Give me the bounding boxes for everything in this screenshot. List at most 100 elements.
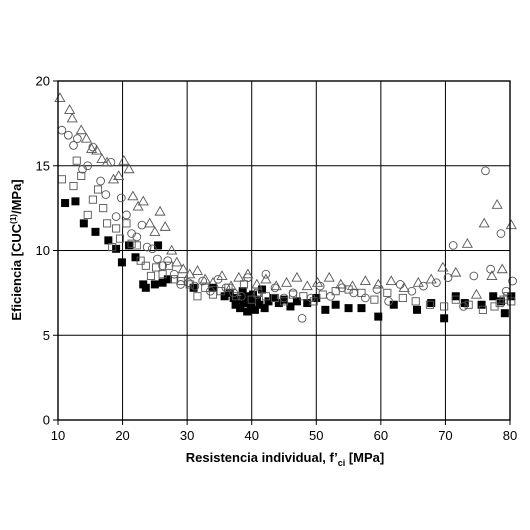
open-square-point <box>77 171 86 180</box>
filled-square-point <box>413 305 422 314</box>
y-tick-label: 20 <box>36 74 50 89</box>
open-triangle-point <box>86 143 98 153</box>
open-triangle-point <box>199 273 211 284</box>
open-square-point <box>254 288 263 297</box>
open-square-point <box>425 300 434 309</box>
open-square-point <box>370 295 379 304</box>
open-square-point <box>99 204 108 213</box>
open-square-point <box>451 295 460 304</box>
open-triangle-point <box>171 256 183 267</box>
open-square-point <box>158 270 167 279</box>
open-triangle-point <box>166 244 178 255</box>
filled-square-point <box>104 236 113 245</box>
open-circle-point <box>306 293 316 303</box>
open-square-point <box>224 283 233 292</box>
open-circle-point <box>361 293 370 303</box>
y-tick-label: 15 <box>36 158 50 173</box>
open-triangle-point <box>66 112 78 123</box>
open-square-point <box>122 219 131 228</box>
open-triangle-point <box>312 276 324 287</box>
filled-square-point <box>477 300 486 309</box>
x-tick-label: 30 <box>180 428 194 443</box>
open-square-point <box>112 224 121 233</box>
open-circle-point <box>469 271 479 281</box>
open-square-point <box>318 290 327 299</box>
open-triangle-point <box>260 273 272 284</box>
axis-ticks: 10 20 30 40 50 60 70 80 0 5 10 15 20 <box>36 74 518 444</box>
open-triangle-point <box>225 280 237 291</box>
filled-square-point <box>321 305 330 314</box>
open-triangle-point <box>486 270 498 280</box>
open-square-point <box>146 271 156 280</box>
open-triangle-point <box>323 271 335 282</box>
open-circle-point <box>229 288 238 298</box>
open-square-point <box>176 276 185 286</box>
open-triangle-point <box>346 280 359 291</box>
filled-square-point <box>427 299 436 308</box>
open-circle-point <box>96 176 105 186</box>
open-triangle-point <box>461 238 473 248</box>
open-square-point <box>440 302 449 311</box>
open-circle-point <box>279 293 289 303</box>
open-circle-point <box>297 313 307 323</box>
y-tick-label: 5 <box>43 328 50 343</box>
open-triangle-point <box>291 271 303 282</box>
x-tick-label: 60 <box>374 428 388 443</box>
open-square-point <box>152 263 161 272</box>
open-triangle-point <box>233 271 245 282</box>
open-square-point <box>103 219 112 228</box>
open-circle-point <box>116 193 126 203</box>
filled-square-point <box>496 297 505 306</box>
open-square-point <box>88 195 97 204</box>
open-square-point <box>72 156 81 165</box>
gridlines <box>58 81 510 420</box>
open-circle-point <box>508 276 517 286</box>
open-triangle-point <box>127 190 139 201</box>
open-triangle-point <box>437 261 449 272</box>
filled-square-point <box>331 300 340 309</box>
open-square-point <box>299 292 308 301</box>
open-triangle-point <box>372 278 384 289</box>
open-triangle-point <box>359 275 371 286</box>
data-points <box>54 92 517 323</box>
open-triangle-point <box>137 195 149 206</box>
open-circle-point <box>63 130 73 140</box>
open-circle-point <box>261 269 271 279</box>
open-triangle-point <box>281 276 293 287</box>
open-triangle-point <box>505 219 517 230</box>
open-square-point <box>132 241 141 250</box>
open-triangle-point <box>242 268 254 279</box>
open-square-point <box>331 287 340 296</box>
x-tick-label: 10 <box>51 428 65 443</box>
open-square-point <box>247 295 256 304</box>
open-triangle-point <box>301 280 313 291</box>
filled-square-point <box>71 197 80 206</box>
open-circle-point <box>122 210 131 220</box>
filled-square-point <box>117 258 126 267</box>
y-tick-label: 0 <box>43 413 50 428</box>
open-circle-point <box>496 229 506 238</box>
filled-square-point <box>150 280 159 289</box>
open-triangle-point <box>491 199 503 209</box>
filled-square-point <box>357 304 366 313</box>
open-circle-point <box>384 297 393 306</box>
open-square-point <box>464 300 473 309</box>
x-tick-label: 70 <box>438 428 452 443</box>
filled-square-point <box>91 227 100 236</box>
open-triangle-point <box>412 276 424 287</box>
open-square-point <box>239 280 249 289</box>
open-triangle-point <box>80 132 92 143</box>
open-triangle-point <box>470 288 482 299</box>
open-triangle-point <box>159 221 171 231</box>
open-triangle-point <box>478 217 490 228</box>
open-square-point <box>136 256 145 265</box>
x-tick-label: 80 <box>503 428 517 443</box>
open-square-point <box>411 297 420 306</box>
filled-square-point <box>440 314 449 323</box>
open-square-point <box>478 305 487 314</box>
open-triangle-point <box>154 205 166 216</box>
x-tick-label: 20 <box>115 428 129 443</box>
filled-square-point <box>286 302 295 311</box>
open-circle-point <box>163 256 173 266</box>
